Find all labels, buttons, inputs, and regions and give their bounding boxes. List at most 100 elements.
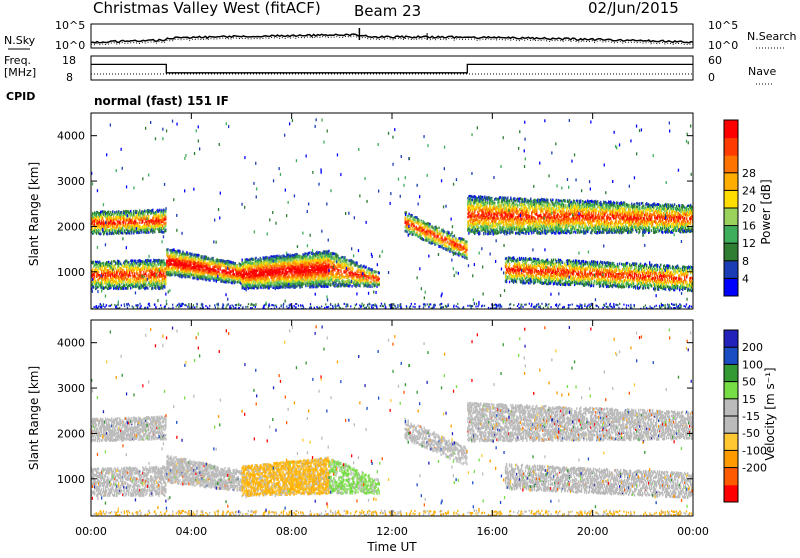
range-cell bbox=[100, 233, 101, 236]
range-cell bbox=[165, 216, 166, 219]
beam-label: Beam 23 bbox=[354, 2, 421, 20]
range-cell bbox=[98, 271, 99, 274]
station-title: Christmas Valley West (fitACF) bbox=[93, 0, 321, 17]
range-cell bbox=[139, 222, 140, 225]
range-cell bbox=[167, 253, 168, 256]
range-cell bbox=[137, 222, 138, 225]
range-cell bbox=[279, 271, 280, 274]
range-cell bbox=[164, 285, 165, 288]
range-cell bbox=[132, 218, 133, 221]
range-cell bbox=[242, 259, 243, 262]
range-cell bbox=[115, 267, 116, 270]
range-cell bbox=[176, 254, 177, 257]
date-label: 02/Jun/2015 bbox=[588, 0, 679, 17]
range-cell bbox=[150, 259, 151, 262]
range-cell bbox=[258, 286, 259, 289]
freq-tick-top: 18 bbox=[62, 54, 76, 67]
freq-unit-label: [MHz] bbox=[4, 66, 36, 79]
range-cell bbox=[135, 260, 136, 263]
range-cell bbox=[271, 267, 272, 270]
range-cell bbox=[145, 283, 146, 286]
range-cell bbox=[130, 275, 131, 278]
nave-tick-bottom: 0 bbox=[708, 71, 715, 84]
range-cell bbox=[275, 275, 276, 278]
range-cell bbox=[130, 287, 131, 290]
range-cell bbox=[108, 210, 109, 213]
range-cell bbox=[146, 275, 147, 278]
range-cell bbox=[233, 269, 234, 272]
nsky-tick-bottom: 10^0 bbox=[55, 39, 85, 52]
range-cell bbox=[102, 282, 103, 285]
range-cell bbox=[116, 279, 117, 282]
range-cell bbox=[120, 223, 121, 226]
range-cell bbox=[112, 210, 113, 213]
range-cell bbox=[162, 225, 163, 228]
power-data bbox=[91, 118, 694, 310]
range-cell bbox=[271, 284, 272, 287]
range-cell bbox=[167, 248, 168, 251]
range-cell bbox=[110, 211, 111, 214]
range-cell bbox=[179, 250, 180, 253]
range-cell bbox=[147, 287, 148, 290]
range-cell bbox=[148, 216, 149, 219]
range-cell bbox=[118, 232, 119, 235]
range-cell bbox=[122, 232, 123, 235]
range-cell bbox=[129, 271, 130, 274]
range-cell bbox=[151, 279, 152, 282]
range-cell bbox=[130, 280, 131, 283]
nave-label: Nave bbox=[748, 65, 776, 78]
range-cell bbox=[235, 262, 236, 265]
range-cell bbox=[94, 223, 95, 226]
range-cell bbox=[198, 254, 199, 257]
range-cell bbox=[103, 263, 104, 266]
range-cell bbox=[235, 281, 236, 284]
range-cell bbox=[291, 269, 292, 272]
range-cell bbox=[122, 227, 123, 230]
nsearch-tick-bottom: 10^0 bbox=[708, 39, 738, 52]
range-cell bbox=[107, 233, 108, 236]
range-cell bbox=[102, 217, 103, 220]
range-cell bbox=[165, 222, 166, 225]
range-cell bbox=[178, 271, 179, 274]
range-cell bbox=[141, 231, 142, 234]
range-cell bbox=[158, 278, 159, 281]
range-cell bbox=[229, 278, 230, 281]
range-cell bbox=[125, 222, 126, 225]
range-cell bbox=[129, 232, 130, 235]
range-cell bbox=[92, 269, 93, 272]
range-cell bbox=[165, 224, 166, 227]
range-cell bbox=[144, 213, 145, 216]
cpid-label: CPID bbox=[6, 90, 35, 103]
range-cell bbox=[165, 210, 166, 213]
range-cell bbox=[273, 287, 274, 290]
range-cell bbox=[165, 281, 166, 284]
range-cell bbox=[122, 229, 123, 232]
range-cell bbox=[112, 229, 113, 232]
nsky-tick-top: 10^5 bbox=[55, 19, 85, 32]
range-cell bbox=[195, 258, 196, 261]
range-cell bbox=[204, 260, 205, 263]
range-cell bbox=[143, 271, 144, 274]
range-cell bbox=[148, 231, 149, 234]
range-cell bbox=[155, 287, 156, 290]
range-cell bbox=[153, 217, 154, 220]
freq-tick-bottom: 8 bbox=[66, 71, 73, 84]
range-cell bbox=[284, 265, 285, 268]
range-cell bbox=[151, 276, 152, 279]
freq-panel: Freq. [MHz] 18 8 60 0 Nave CPID normal (… bbox=[4, 54, 776, 108]
nsearch-label: N.Search bbox=[747, 30, 797, 43]
range-cell bbox=[194, 277, 195, 280]
range-cell bbox=[94, 275, 95, 278]
range-cell bbox=[152, 287, 153, 290]
range-cell bbox=[93, 286, 94, 289]
range-cell bbox=[202, 278, 203, 281]
range-cell bbox=[111, 262, 112, 265]
noise-axes bbox=[91, 24, 693, 48]
range-cell bbox=[256, 257, 257, 260]
range-cell bbox=[124, 216, 125, 219]
range-cell bbox=[140, 263, 141, 266]
range-cell bbox=[118, 265, 119, 268]
freq-series bbox=[91, 64, 693, 74]
